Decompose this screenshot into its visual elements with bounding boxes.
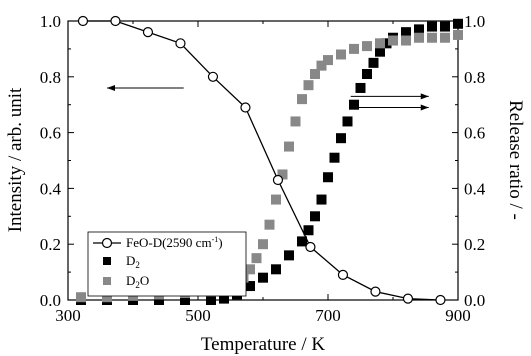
x-tick-label: 900 bbox=[445, 306, 471, 325]
series-2-point bbox=[349, 43, 359, 54]
series-0-point bbox=[272, 174, 284, 186]
series-2-point bbox=[277, 169, 288, 180]
legend-label-d2: D2 bbox=[126, 253, 140, 270]
y-axis-title-left: Intensity / arb. unit bbox=[5, 87, 26, 232]
series-1-point bbox=[297, 236, 307, 247]
series-1-point bbox=[427, 21, 437, 32]
x-tick-label: 300 bbox=[55, 306, 81, 325]
series-2-point bbox=[316, 60, 327, 71]
series-2-point bbox=[453, 29, 463, 40]
y-right-tick-label: 0.6 bbox=[464, 124, 485, 143]
series-0-point bbox=[110, 15, 121, 27]
series-1-point bbox=[316, 194, 327, 205]
series-0-point bbox=[240, 102, 251, 113]
y-axis-title-right: Release ratio / - bbox=[505, 100, 526, 220]
series-1-point bbox=[271, 264, 281, 275]
series-1-point bbox=[180, 295, 190, 305]
series-1-point bbox=[440, 21, 450, 32]
series-2-point bbox=[427, 32, 437, 43]
series-1-point bbox=[219, 293, 229, 304]
series-1-point bbox=[414, 24, 424, 35]
y-left-tick-label: 1.0 bbox=[40, 12, 61, 31]
y-right-tick-label: 0.8 bbox=[464, 68, 485, 87]
series-0-line bbox=[82, 20, 441, 301]
x-tick-label: 700 bbox=[315, 306, 341, 325]
series-1-point bbox=[329, 152, 340, 163]
series-2-point bbox=[303, 80, 314, 91]
series-2-point bbox=[102, 292, 112, 303]
series-1-point bbox=[349, 99, 359, 110]
series-2-point bbox=[401, 35, 411, 46]
y-right-tick-label: 0.2 bbox=[464, 235, 485, 254]
legend-label-feo: FeO-D(2590 cm-1) bbox=[126, 235, 223, 250]
y-left-tick-label: 0.8 bbox=[40, 68, 61, 87]
series-1-point bbox=[381, 38, 392, 49]
series-2-point bbox=[388, 35, 398, 46]
series-2-point bbox=[375, 38, 385, 49]
series-1-point bbox=[284, 250, 294, 261]
series-0-point bbox=[370, 286, 381, 297]
series-2-point bbox=[414, 32, 424, 43]
y-right-tick-label: 1.0 bbox=[464, 12, 485, 31]
series-1-point bbox=[303, 225, 314, 236]
arrow-layer bbox=[107, 84, 429, 111]
series-1-point bbox=[453, 18, 463, 29]
series-1-point bbox=[401, 27, 411, 38]
series-2-point bbox=[258, 239, 268, 250]
y-right-tick-label: 0.0 bbox=[464, 291, 485, 310]
series-0-point bbox=[207, 71, 219, 82]
series-1-point bbox=[258, 272, 268, 283]
series-0-point bbox=[142, 27, 154, 38]
y-left-tick-label: 0.0 bbox=[40, 291, 61, 310]
legend: FeO-D(2590 cm-1) D2 D2O bbox=[87, 231, 247, 297]
arrow-head bbox=[420, 104, 429, 111]
series-1-point bbox=[206, 295, 216, 305]
series-1-point bbox=[154, 295, 164, 305]
legend-label-d2o: D2O bbox=[126, 273, 149, 290]
series-1-point bbox=[362, 69, 372, 80]
series-1-point bbox=[355, 82, 366, 93]
series-2-point bbox=[284, 141, 294, 152]
series-1-point bbox=[375, 46, 385, 57]
series-2-point bbox=[310, 69, 320, 80]
series-1-point bbox=[336, 133, 346, 144]
series-2-point bbox=[336, 49, 346, 60]
axis-ticks: 300 500 700 9000.00.20.40.60.81.00.00.20.40… bbox=[40, 12, 486, 325]
x-tick-label: 500 bbox=[185, 306, 211, 325]
series-2-point bbox=[245, 264, 255, 275]
series-2-point bbox=[297, 94, 307, 105]
series-2-point bbox=[271, 194, 281, 205]
series-2-point bbox=[440, 32, 450, 43]
series-0-point bbox=[337, 269, 349, 280]
series-2-point bbox=[290, 116, 301, 127]
legend-marker-d2o bbox=[103, 277, 111, 285]
y-right-tick-label: 0.4 bbox=[464, 179, 486, 198]
series-1-point bbox=[342, 116, 353, 127]
series-0-point bbox=[402, 293, 414, 304]
series-1-point bbox=[310, 211, 320, 222]
series-0-point bbox=[305, 241, 316, 253]
legend-marker-d2 bbox=[103, 257, 111, 265]
series-2-point bbox=[264, 219, 275, 230]
series-1-point bbox=[245, 281, 255, 292]
series-2-point bbox=[251, 253, 262, 264]
series-1-point bbox=[323, 172, 333, 183]
series-0-point bbox=[77, 15, 89, 27]
x-axis-title: Temperature / K bbox=[201, 334, 326, 355]
arrow-head bbox=[420, 93, 429, 100]
arrow-head bbox=[107, 84, 115, 91]
series-2-point bbox=[323, 55, 333, 66]
y-left-tick-label: 0.4 bbox=[40, 179, 62, 198]
series-2-point bbox=[76, 292, 86, 303]
series-1-point bbox=[368, 57, 379, 68]
y-left-tick-label: 0.2 bbox=[40, 235, 61, 254]
series-0-point bbox=[435, 294, 446, 306]
series-0-point bbox=[175, 38, 186, 49]
legend-marker-feo bbox=[101, 237, 113, 249]
y-left-tick-label: 0.6 bbox=[40, 124, 61, 143]
series-2-point bbox=[362, 41, 372, 52]
